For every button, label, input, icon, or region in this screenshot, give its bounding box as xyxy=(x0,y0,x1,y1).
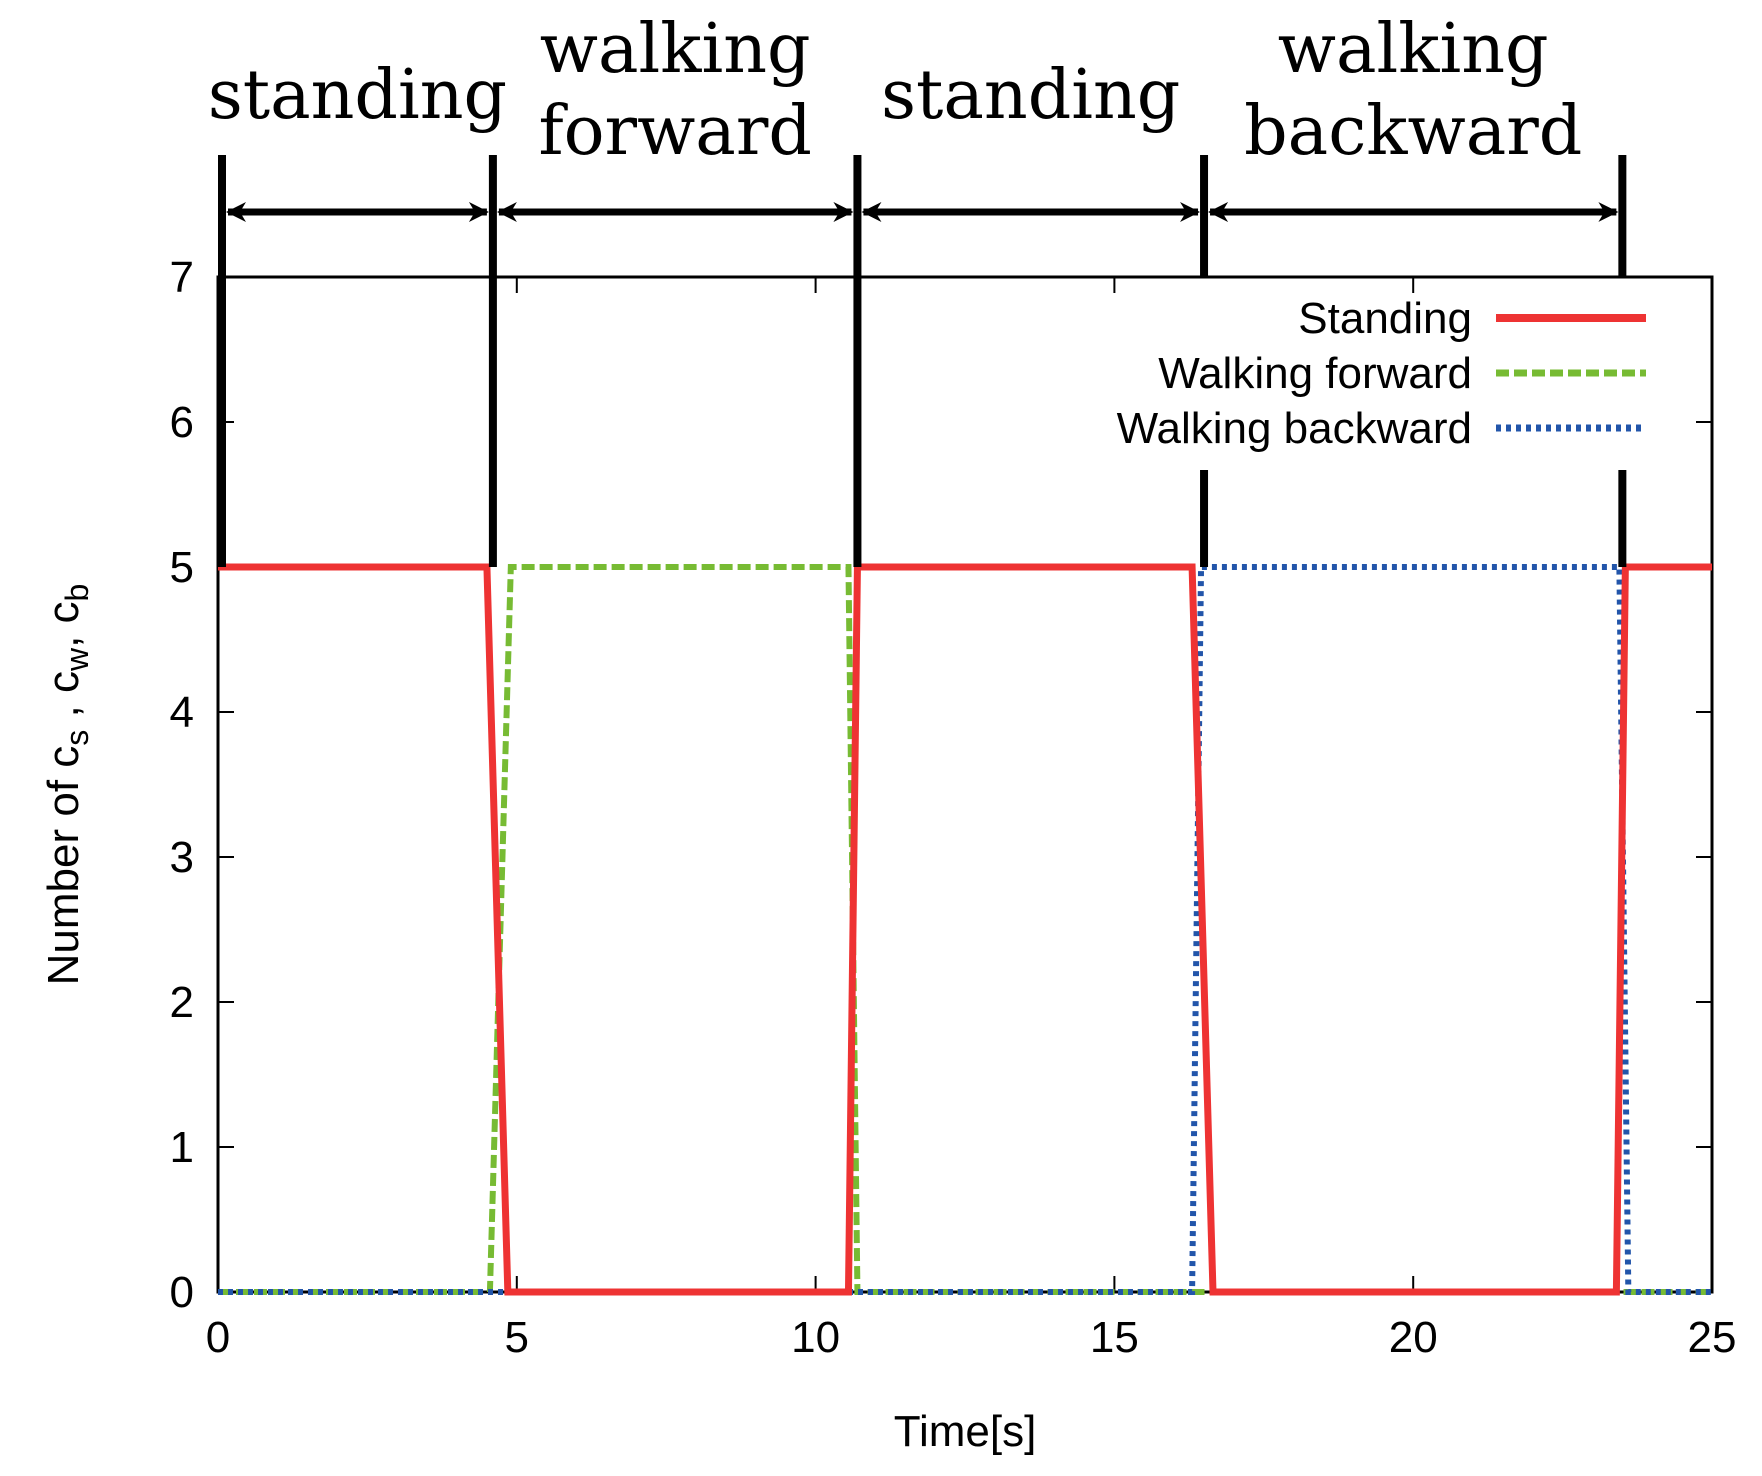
phase-label: forward xyxy=(538,92,811,171)
x-tick-label: 20 xyxy=(1389,1313,1438,1362)
x-tick-label: 25 xyxy=(1688,1313,1737,1362)
x-axis-title: Time[s] xyxy=(894,1407,1037,1456)
x-tick-label: 15 xyxy=(1090,1313,1139,1362)
phase-label: standing xyxy=(208,56,507,135)
y-tick-label: 1 xyxy=(170,1123,194,1172)
y-axis-title-part: , c xyxy=(39,671,88,730)
y-tick-label: 2 xyxy=(170,978,194,1027)
legend-label: Walking forward xyxy=(1158,349,1472,398)
y-tick-label: 4 xyxy=(170,688,194,737)
axis-ticks: 0 5 10 15 20 25 0 1 2 3 4 5 6 7 xyxy=(170,253,1737,1362)
phase-label: walking xyxy=(540,10,811,89)
y-axis-title-subscript: b xyxy=(59,584,95,602)
phase-label: walking xyxy=(1278,10,1549,89)
y-axis-title-subscript: s xyxy=(59,730,95,746)
x-tick-label: 5 xyxy=(505,1313,529,1362)
phase-label: standing xyxy=(881,56,1180,135)
series-line-walking-forward xyxy=(218,564,1712,1295)
y-axis-title-part: Number of c xyxy=(39,746,88,986)
legend-label: Standing xyxy=(1298,294,1472,343)
x-tick-label: 0 xyxy=(206,1313,230,1362)
y-tick-label: 5 xyxy=(170,543,194,592)
y-axis-title-subscript: w xyxy=(59,647,95,672)
series-line-standing xyxy=(218,563,1712,1296)
y-tick-label: 3 xyxy=(170,833,194,882)
y-axis-title-part: , c xyxy=(39,601,88,647)
plot-frame xyxy=(216,275,1714,1294)
series-lines xyxy=(218,563,1712,1296)
x-tick-label: 10 xyxy=(791,1313,840,1362)
y-axis-title: Number of cs , cw, cb xyxy=(39,584,95,986)
y-tick-label: 6 xyxy=(170,398,194,447)
phase-boundary-lines xyxy=(218,155,1627,567)
legend: Standing Walking forward Walking backward xyxy=(1117,294,1646,453)
y-tick-label: 7 xyxy=(170,253,194,302)
y-tick-label: 0 xyxy=(170,1268,194,1317)
phase-label: backward xyxy=(1244,92,1582,171)
series-line-walking-backward xyxy=(218,564,1712,1295)
legend-label: Walking backward xyxy=(1117,404,1472,453)
